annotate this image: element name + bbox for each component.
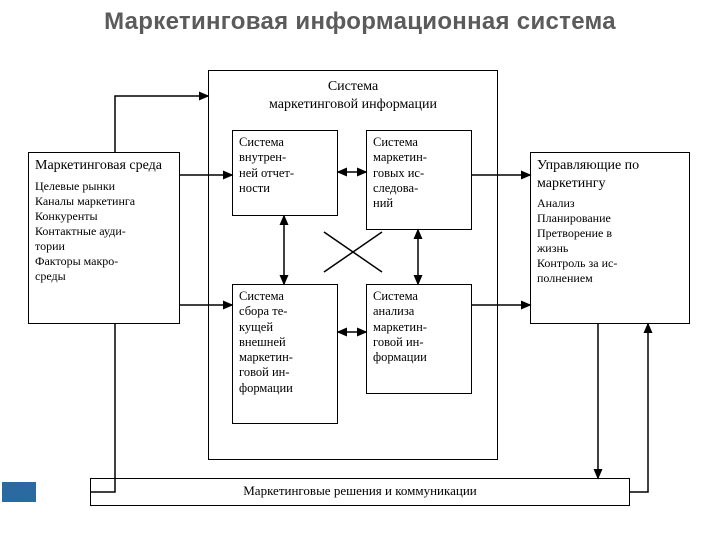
left-panel: Маркетинговая среда Целевые рынки Каналы… [28,152,180,324]
quad-top-right: Система маркетин- говых ис- следова- ний [366,130,472,230]
quad-top-left: Система внутрен- ней отчет- ности [232,130,338,216]
accent-tab [2,482,36,502]
center-title: Система маркетинговой информации [218,78,488,120]
bottom-panel: Маркетинговые решения и коммуникации [90,478,630,506]
diagram-root: { "title": "Маркетинговая информационная… [0,0,720,540]
right-items: Анализ Планирование Претворение в жизнь … [537,196,683,286]
bottom-label: Маркетинговые решения и коммуникации [243,483,477,498]
left-items: Целевые рынки Каналы маркетинга Конкурен… [35,179,173,284]
right-heading: Управляющие по маркетингу [537,157,683,192]
quad-bottom-left: Система сбора те- кущей внешней маркетин… [232,284,338,424]
quad-bottom-right: Система анализа маркетин- говой ин- форм… [366,284,472,394]
page-title: Маркетинговая информационная система [0,8,720,36]
right-panel: Управляющие по маркетингу Анализ Планиро… [530,152,690,324]
left-heading: Маркетинговая среда [35,157,173,175]
